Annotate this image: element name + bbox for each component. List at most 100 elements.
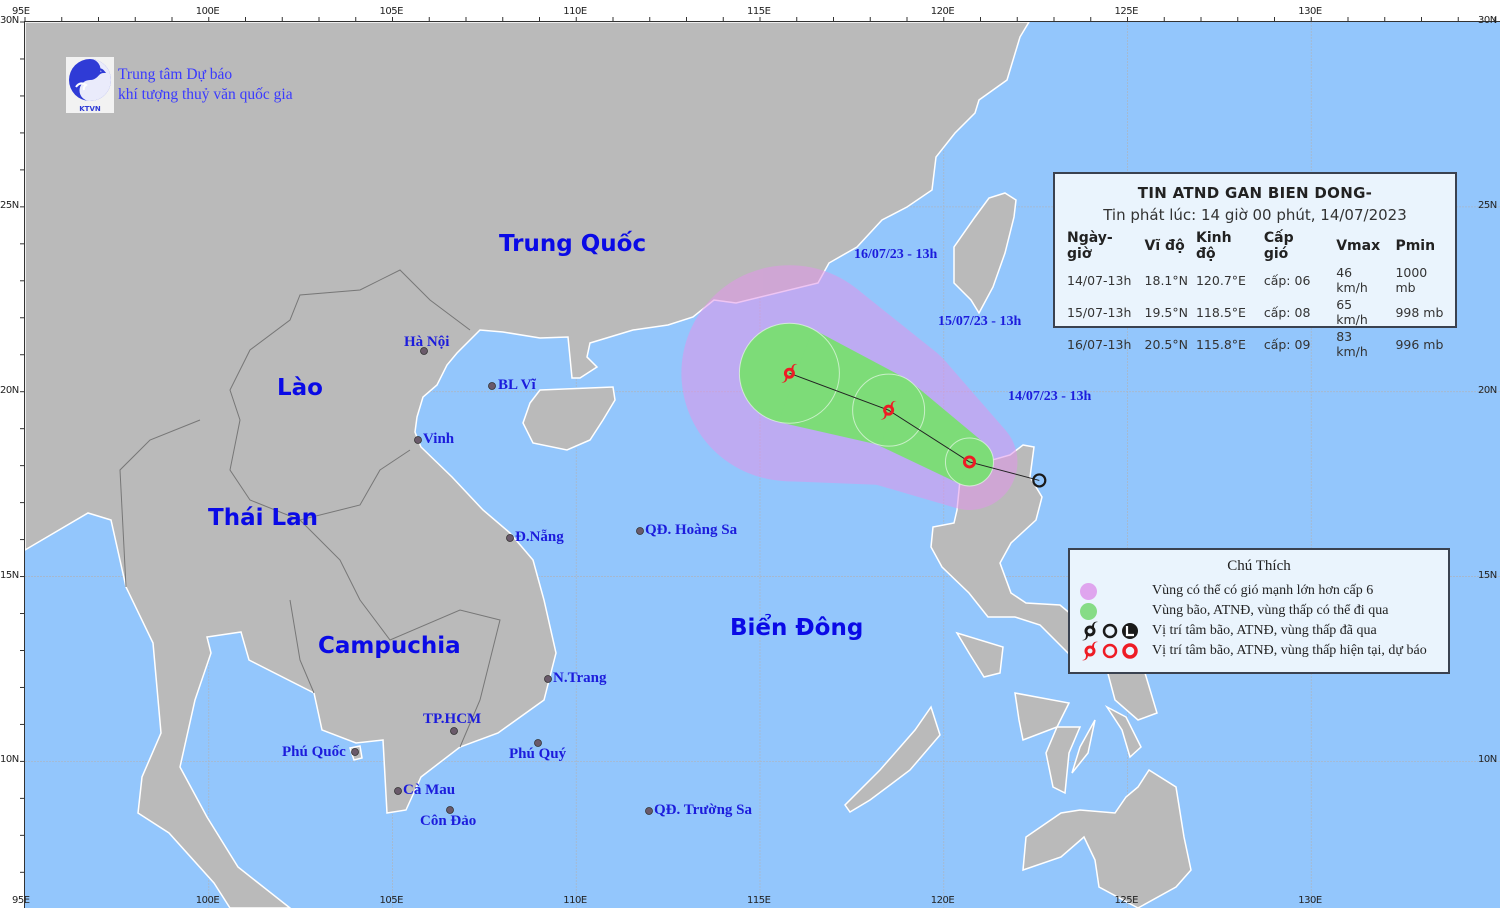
storm-arm bbox=[890, 400, 897, 408]
city-label-vinh: Vinh bbox=[423, 431, 455, 447]
track-zone-outline bbox=[738, 322, 840, 424]
lon-label-top: 130E bbox=[1298, 6, 1322, 17]
legend-panel: Chú Thích Vùng có thể có gió mạnh lớn hơ… bbox=[1068, 548, 1450, 674]
top-axis-band bbox=[0, 0, 1500, 21]
legend-text: Vùng có thể có gió mạnh lớn hơn cấp 6 bbox=[1152, 583, 1374, 598]
city-dot bbox=[446, 806, 454, 814]
lat-label-left: 10N bbox=[0, 754, 19, 766]
table-cell: cấp: 09 bbox=[1263, 336, 1311, 352]
forecast-label-16-07: 16/07/23 - 13h bbox=[854, 247, 938, 262]
legend-text: Vị trí tâm bão, ATNĐ, vùng thấp đã qua bbox=[1152, 623, 1377, 638]
table-cell: 16/07-13h bbox=[1067, 336, 1132, 352]
lon-label-top: 120E bbox=[930, 6, 955, 17]
storm-forecast-icon bbox=[781, 363, 798, 383]
table-cell: cấp: 06 bbox=[1263, 272, 1311, 288]
table-cell: 65 km/h bbox=[1336, 297, 1368, 327]
table-cell: 83 km/h bbox=[1336, 329, 1368, 359]
column-header: Vĩ độ bbox=[1144, 238, 1185, 254]
legend-item-past-position: Vị trí tâm bão, ATNĐ, vùng thấp đã qua bbox=[1080, 621, 1377, 641]
city-dot bbox=[645, 807, 653, 815]
current-position-symbols bbox=[1082, 641, 1138, 661]
lon-label-top: 95E bbox=[12, 6, 30, 17]
lat-label-right: 25N bbox=[1478, 199, 1497, 211]
table-cell: 14/07-13h bbox=[1067, 272, 1132, 288]
table-cell: 20.5°N bbox=[1144, 336, 1188, 352]
column-header: Pmin bbox=[1395, 238, 1436, 254]
country-label-laos: Lào bbox=[277, 375, 323, 401]
storm-symbol-icon bbox=[1082, 641, 1098, 661]
storm-track bbox=[781, 363, 1047, 488]
legend-title: Chú Thích bbox=[1227, 558, 1291, 574]
sea-label-bien-dong: Biển Đông bbox=[730, 615, 864, 641]
lon-label-bottom: 105E bbox=[379, 895, 404, 906]
storm-track-zone bbox=[738, 322, 994, 487]
lat-label-right: 10N bbox=[1478, 754, 1497, 766]
svg-text:KTVN: KTVN bbox=[79, 105, 101, 113]
city-dot bbox=[534, 739, 542, 747]
border-line bbox=[119, 419, 201, 588]
track-zone-segment bbox=[778, 329, 906, 446]
table-cell: 998 mb bbox=[1395, 304, 1444, 320]
city-label-hanoi: Hà Nội bbox=[404, 334, 450, 350]
city-dot bbox=[394, 787, 402, 795]
lat-label-right: 30N bbox=[1478, 15, 1497, 26]
table-row: 15/07-13h 19.5°N 118.5°E cấp: 08 65 km/h 998 … bbox=[1063, 296, 1455, 328]
city-label-hcm: TP.HCM bbox=[423, 711, 482, 727]
lon-label-top: 110E bbox=[563, 6, 587, 17]
city-dot bbox=[636, 527, 644, 535]
city-dot bbox=[450, 727, 458, 735]
mindoro-island bbox=[955, 631, 1004, 678]
city-dot bbox=[506, 534, 514, 542]
table-cell: cấp: 08 bbox=[1263, 304, 1311, 320]
organization-name: Trung tâm Dự báo khí tượng thuỷ văn quốc… bbox=[118, 65, 293, 105]
bulletin-panel: TIN ATND GAN BIEN DONG- Tin phát lúc: 14… bbox=[1053, 172, 1457, 359]
storm-arm bbox=[791, 363, 798, 371]
lat-label-left: 30N bbox=[0, 15, 19, 26]
storm-eye bbox=[1084, 625, 1096, 637]
taiwan-island bbox=[953, 192, 1017, 315]
legend-item-current-position: Vị trí tâm bão, ATNĐ, vùng thấp hiện tại… bbox=[1080, 641, 1427, 661]
table-row: 14/07-13h 18.1°N 120.7°E cấp: 06 46 km/h 1000… bbox=[1063, 264, 1455, 296]
table-cell: 120.7°E bbox=[1195, 272, 1246, 288]
storm-symbol-icon bbox=[1082, 621, 1098, 641]
lat-label-left: 15N bbox=[0, 569, 19, 581]
border-line bbox=[229, 269, 471, 521]
org-line-1: Trung tâm Dự báo bbox=[118, 66, 233, 83]
storm-eye bbox=[783, 367, 795, 379]
city-dots bbox=[351, 347, 653, 815]
bulletin-issued-time: Tin phát lúc: 14 giờ 00 phút, 14/07/2023 bbox=[1103, 206, 1407, 224]
city-label-nha-trang: N.Trang bbox=[553, 670, 607, 686]
lat-label-right: 20N bbox=[1478, 384, 1497, 396]
track-zone-segment bbox=[873, 382, 985, 484]
lat-label-left: 20N bbox=[0, 384, 19, 396]
bulletin-title: TIN ATND GAN BIEN DONG- bbox=[1137, 184, 1373, 202]
depression-symbol-icon bbox=[1102, 643, 1118, 659]
hainan-island bbox=[522, 386, 616, 451]
city-label-ca-mau: Cà Mau bbox=[403, 782, 456, 798]
table-cell: 46 km/h bbox=[1336, 265, 1368, 295]
negros-island bbox=[1045, 726, 1082, 795]
low-symbol-icon bbox=[1122, 623, 1138, 639]
table-cell: 115.8°E bbox=[1195, 336, 1246, 352]
country-borders bbox=[119, 269, 501, 748]
depression-symbol-icon bbox=[1102, 623, 1118, 639]
country-label-china: Trung Quốc bbox=[499, 231, 647, 257]
low-symbol-icon bbox=[1122, 643, 1138, 659]
lon-label-bottom: 115E bbox=[747, 895, 771, 906]
column-header: Vmax bbox=[1336, 238, 1381, 254]
storm-arm bbox=[781, 376, 788, 383]
legend-text: Vùng bão, ATNĐ, vùng thấp có thể đi qua bbox=[1152, 603, 1389, 618]
panay-island bbox=[1014, 692, 1071, 742]
table-cell: 18.1°N bbox=[1144, 272, 1188, 288]
lon-label-bottom: 95E bbox=[12, 895, 30, 906]
storm-eye bbox=[1084, 645, 1096, 657]
table-cell: 19.5°N bbox=[1144, 304, 1188, 320]
table-cell: 996 mb bbox=[1395, 336, 1444, 352]
lon-label-top: 100E bbox=[195, 6, 220, 17]
city-dot bbox=[420, 347, 428, 355]
lat-label-left: 25N bbox=[0, 199, 19, 211]
city-dot bbox=[544, 675, 552, 683]
pink-zone-icon bbox=[1080, 582, 1097, 600]
